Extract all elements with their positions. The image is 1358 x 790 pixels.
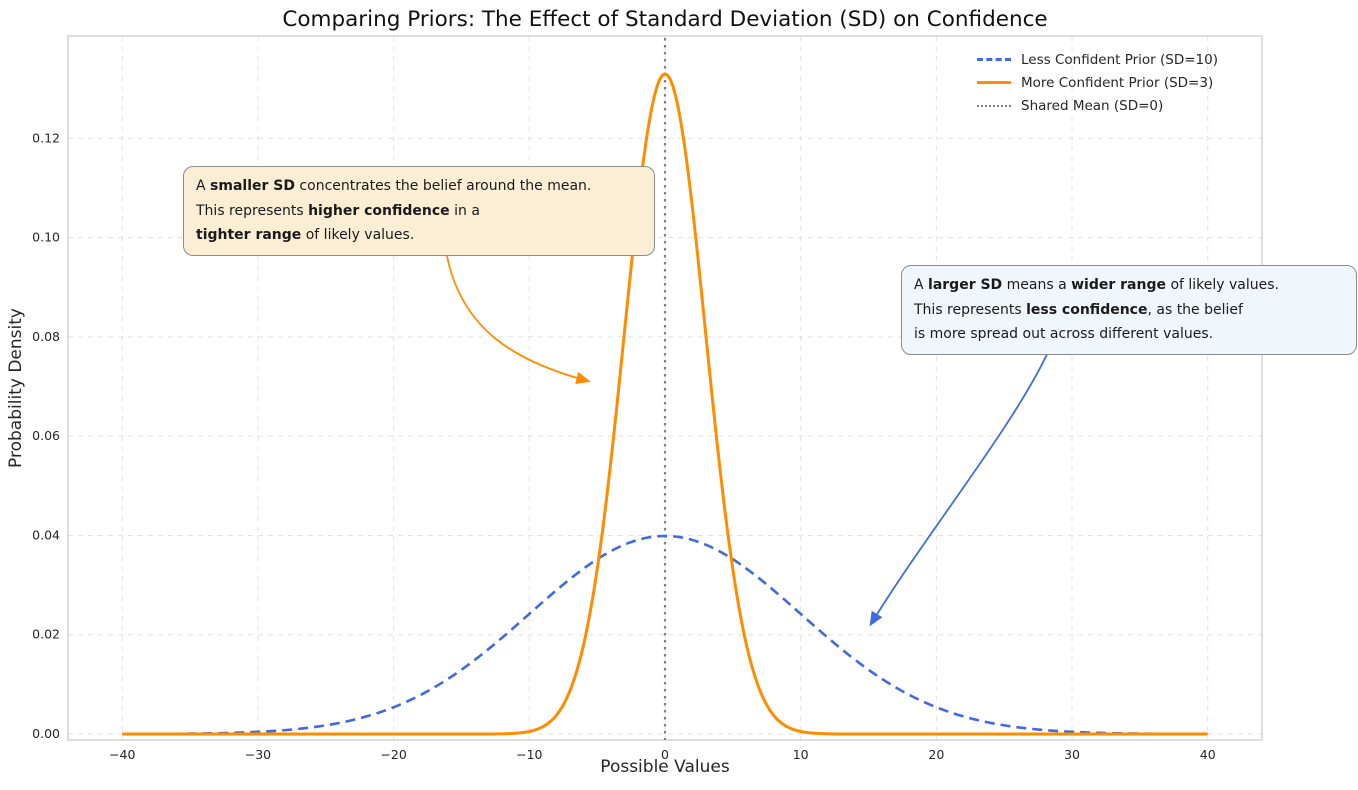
svg-text:0.10: 0.10 (32, 230, 60, 245)
legend-line-sample-solid (977, 81, 1011, 84)
svg-text:20: 20 (928, 747, 944, 762)
svg-text:0.08: 0.08 (32, 329, 60, 344)
legend-label: Shared Mean (SD=0) (1021, 97, 1164, 114)
y-axis-label: Probability Density (6, 308, 26, 468)
svg-text:30: 30 (1064, 747, 1080, 762)
svg-text:0: 0 (661, 747, 669, 762)
legend-item-more-confident: More Confident Prior (SD=3) (977, 71, 1218, 94)
svg-text:−20: −20 (380, 747, 406, 762)
legend: Less Confident Prior (SD=10) More Confid… (977, 48, 1218, 117)
annotation-arrow-smaller-sd (446, 255, 591, 385)
svg-text:−40: −40 (109, 747, 135, 762)
tick-labels: −40 −30 −20 −10 0 10 20 30 40 0.00 0.02 0.04 0.06 0.0… (32, 130, 1216, 762)
svg-text:−30: −30 (245, 747, 271, 762)
svg-text:0.06: 0.06 (32, 428, 60, 443)
svg-text:40: 40 (1200, 747, 1216, 762)
legend-line-sample-dashed (977, 58, 1011, 61)
annotation-arrow-larger-sd (869, 347, 1051, 627)
legend-label: More Confident Prior (SD=3) (1021, 74, 1214, 91)
svg-text:0.04: 0.04 (32, 527, 60, 542)
svg-text:−10: −10 (516, 747, 542, 762)
legend-line-sample-dotted (977, 104, 1011, 107)
legend-label: Less Confident Prior (SD=10) (1021, 51, 1219, 68)
svg-text:0.00: 0.00 (32, 726, 60, 741)
annotation-larger-sd: A larger SD means a wider range of likel… (901, 265, 1357, 355)
chart-title: Comparing Priors: The Effect of Standard… (282, 7, 1048, 32)
legend-item-shared-mean: Shared Mean (SD=0) (977, 94, 1218, 117)
legend-item-less-confident: Less Confident Prior (SD=10) (977, 48, 1218, 71)
x-axis-label: Possible Values (600, 757, 730, 777)
curves (122, 38, 1208, 740)
svg-text:0.02: 0.02 (32, 627, 60, 642)
svg-text:10: 10 (793, 747, 809, 762)
svg-text:0.12: 0.12 (32, 130, 60, 145)
annotation-smaller-sd: A smaller SD concentrates the belief aro… (183, 166, 655, 256)
